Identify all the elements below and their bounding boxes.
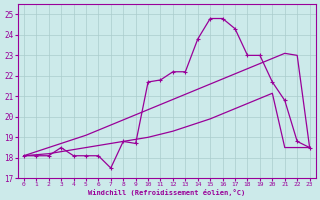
X-axis label: Windchill (Refroidissement éolien,°C): Windchill (Refroidissement éolien,°C) bbox=[88, 189, 245, 196]
